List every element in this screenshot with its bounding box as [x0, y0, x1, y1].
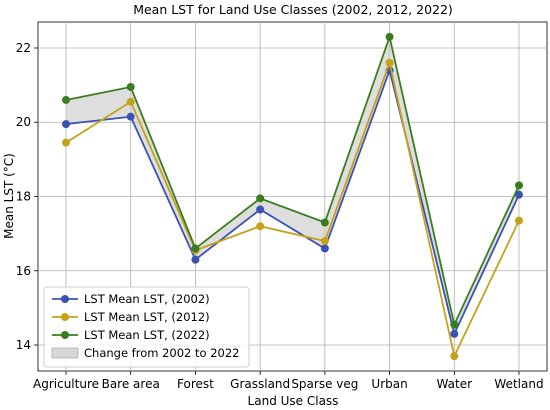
series-lines [62, 32, 523, 361]
y-axis-label: Mean LST (°C) [2, 153, 16, 239]
grid [38, 22, 547, 371]
data-point [126, 82, 135, 91]
data-point [515, 190, 523, 199]
legend-marker-2012 [61, 313, 69, 321]
y-tick-label: 20 [16, 115, 31, 129]
legend-entry-change: Change from 2002 to 2022 [51, 346, 240, 360]
data-point [450, 320, 459, 329]
y-tick-label: 14 [16, 338, 31, 352]
data-point [62, 95, 70, 104]
legend-swatch-change [51, 347, 79, 359]
legend-marker-2002 [61, 295, 69, 303]
x-tick-label: Urban [371, 377, 407, 391]
data-point [320, 237, 329, 246]
series-2 [62, 32, 523, 329]
series-line [65, 33, 520, 328]
legend-entry-2022: LST Mean LST, (2022) [52, 328, 210, 342]
legend-label-2002: LST Mean LST, (2002) [84, 292, 210, 306]
y-tick-label: 18 [16, 190, 31, 204]
legend-entry-2002: LST Mean LST, (2002) [52, 292, 210, 306]
data-point [450, 352, 459, 361]
y-tick-label: 22 [16, 41, 31, 55]
legend-label-2012: LST Mean LST, (2012) [84, 310, 210, 324]
legend-label-change: Change from 2002 to 2022 [84, 346, 240, 360]
series-line [65, 59, 520, 359]
data-point [385, 32, 394, 41]
x-axis-ticks: Agriculture Bare area Forest Grassland Spars… [33, 371, 544, 391]
legend-box [43, 286, 250, 368]
data-point [126, 97, 135, 106]
data-point [450, 329, 459, 338]
data-point [256, 194, 265, 203]
data-point [62, 138, 70, 147]
data-point [256, 205, 265, 214]
legend-label-2022: LST Mean LST, (2022) [84, 328, 210, 342]
legend-marker-2022 [61, 331, 69, 339]
legend: LST Mean LST, (2002) LST Mean LST, (2012… [43, 286, 250, 368]
x-tick-label: Wetland [494, 377, 543, 391]
x-tick-label: Grassland [230, 377, 290, 391]
data-point [385, 58, 394, 67]
data-point [320, 218, 329, 227]
data-point [515, 181, 523, 190]
x-tick-label: Forest [177, 377, 214, 391]
y-axis-ticks: 14 16 18 20 22 [16, 41, 38, 352]
chart-title: Mean LST for Land Use Classes (2002, 201… [133, 2, 453, 17]
data-point [320, 244, 329, 253]
x-tick-label: Bare area [102, 377, 160, 391]
y-tick-label: 16 [16, 264, 31, 278]
data-point [515, 216, 523, 225]
legend-entry-2012: LST Mean LST, (2012) [52, 310, 210, 324]
x-tick-label: Sparse veg [291, 377, 358, 391]
x-tick-label: Water [437, 377, 473, 391]
data-point [256, 222, 265, 231]
x-axis-label: Land Use Class [248, 394, 339, 408]
series-line [65, 67, 520, 337]
data-point [191, 244, 200, 253]
data-point [126, 112, 135, 121]
data-point [62, 120, 70, 129]
x-tick-label: Agriculture [33, 377, 99, 391]
data-point [191, 255, 200, 264]
